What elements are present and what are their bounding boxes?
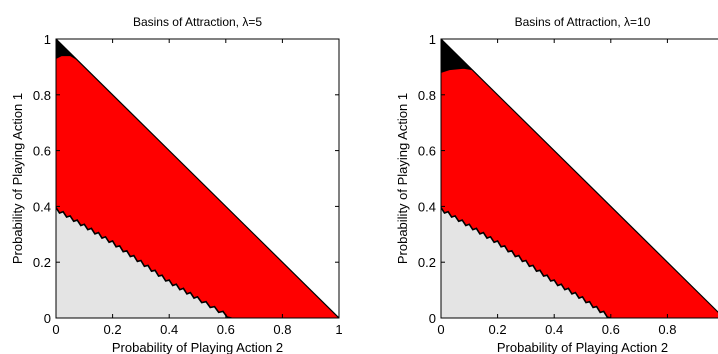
- x-tick-label: 0: [52, 322, 59, 337]
- y-tick-label: 0.4: [418, 199, 436, 214]
- x-tick-label: 0: [437, 322, 444, 337]
- y-tick-label: 1: [44, 32, 51, 47]
- x-tick-label: 1: [335, 322, 342, 337]
- plot-area: [441, 39, 718, 318]
- axes-frame: [55, 38, 340, 319]
- y-tick-label: 1: [429, 32, 436, 47]
- y-tick-label: 0: [429, 311, 436, 326]
- x-tick-label: 0.8: [273, 322, 291, 337]
- y-axis-label: Probability of Playing Action 1: [10, 93, 25, 264]
- basin-red-region: [441, 68, 718, 318]
- basin-boundary-lower: [56, 207, 232, 318]
- chart-title: Basins of Attraction, λ=5: [133, 15, 262, 29]
- chart-panel-1: 00 0.2 0.2 0.4 0.4 0.6 0.6 0.8 0.8 1 1 Basins of At…: [10, 15, 343, 354]
- x-axis-label: Probability of Playing Action 2: [112, 340, 283, 354]
- x-tick-label: 0.4: [160, 322, 178, 337]
- x-tick-label: 0.6: [602, 322, 620, 337]
- simplex-diagonal: [56, 39, 339, 318]
- x-axis-label: Probability of Playing Action 2: [497, 340, 668, 354]
- y-tick-label: 0.4: [33, 199, 51, 214]
- axes-frame: [440, 38, 718, 319]
- x-tick-label: 0.8: [658, 322, 676, 337]
- basin-boundary-lower: [441, 207, 611, 318]
- basin-red-region: [56, 55, 339, 318]
- y-tick-label: 0.6: [33, 144, 51, 159]
- x-tick-label: 0.2: [104, 322, 122, 337]
- chart-title: Basins of Attraction, λ=10: [515, 15, 651, 29]
- y-tick-label: 0.2: [33, 255, 51, 270]
- plot-area: [56, 39, 339, 318]
- y-tick-label: 0.2: [418, 255, 436, 270]
- y-axis-label: Probability of Playing Action 1: [395, 93, 410, 264]
- y-tick-label: 0: [44, 311, 51, 326]
- basin-gray-region: [441, 207, 611, 318]
- y-tick-label: 0.8: [418, 88, 436, 103]
- basin-boundary-upper: [56, 55, 77, 60]
- y-tick-label: 0.8: [33, 88, 51, 103]
- x-tick-label: 0.2: [489, 322, 507, 337]
- x-tick-label: 0.6: [217, 322, 235, 337]
- x-tick-label: 0.4: [545, 322, 563, 337]
- y-tick-label: 0.6: [418, 144, 436, 159]
- simplex-diagonal: [441, 39, 718, 313]
